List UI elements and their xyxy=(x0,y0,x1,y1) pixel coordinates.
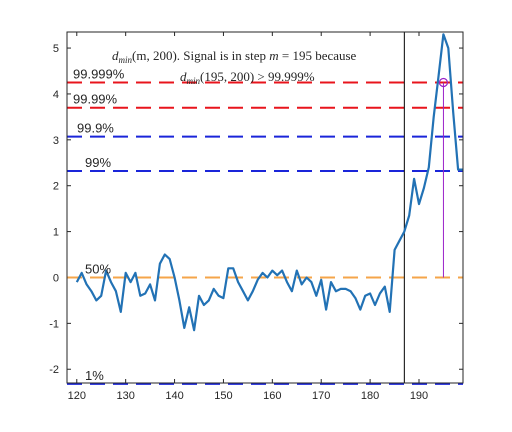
threshold-label: 50% xyxy=(85,261,111,276)
x-tick-label: 160 xyxy=(263,390,281,402)
y-tick-label: 0 xyxy=(53,272,59,284)
y-tick-label: 5 xyxy=(53,43,59,55)
threshold-labels: 99.999% 99.99% 99.9% 99% 50% 1% xyxy=(73,66,125,382)
plot-area xyxy=(67,32,463,383)
threshold-lines xyxy=(67,81,463,385)
annotation-line-1: dmin(m, 200). Signal is in step m = 195 … xyxy=(112,48,357,65)
threshold-label: 99% xyxy=(85,155,111,170)
x-tick-label: 150 xyxy=(214,390,232,402)
x-tick-label: 130 xyxy=(116,390,134,402)
marker-point xyxy=(438,77,449,88)
axis-ticks: 120 130 140 150 160 170 180 190 -2 -1 0 1 2 3 4 5 xyxy=(49,32,463,402)
threshold-label: 99.999% xyxy=(73,66,125,81)
x-tick-label: 190 xyxy=(410,390,428,402)
x-tick-label: 120 xyxy=(68,390,86,402)
plot-frame xyxy=(66,31,464,384)
x-tick-label: 140 xyxy=(165,390,183,402)
x-tick-label: 180 xyxy=(361,390,379,402)
threshold-label: 99.9% xyxy=(77,121,114,136)
y-tick-label: -2 xyxy=(49,364,59,376)
y-tick-label: -1 xyxy=(49,318,59,330)
threshold-label: 1% xyxy=(85,368,104,383)
y-tick-label: 1 xyxy=(53,227,59,239)
annotation-line-2: dmin(195, 200) > 99.999% xyxy=(180,69,315,86)
y-tick-label: 4 xyxy=(53,89,59,101)
x-tick-label: 170 xyxy=(312,390,330,402)
y-tick-label: 2 xyxy=(53,181,59,193)
y-tick-label: 3 xyxy=(53,135,59,147)
threshold-label: 99.99% xyxy=(73,92,118,107)
series-line xyxy=(75,33,463,332)
